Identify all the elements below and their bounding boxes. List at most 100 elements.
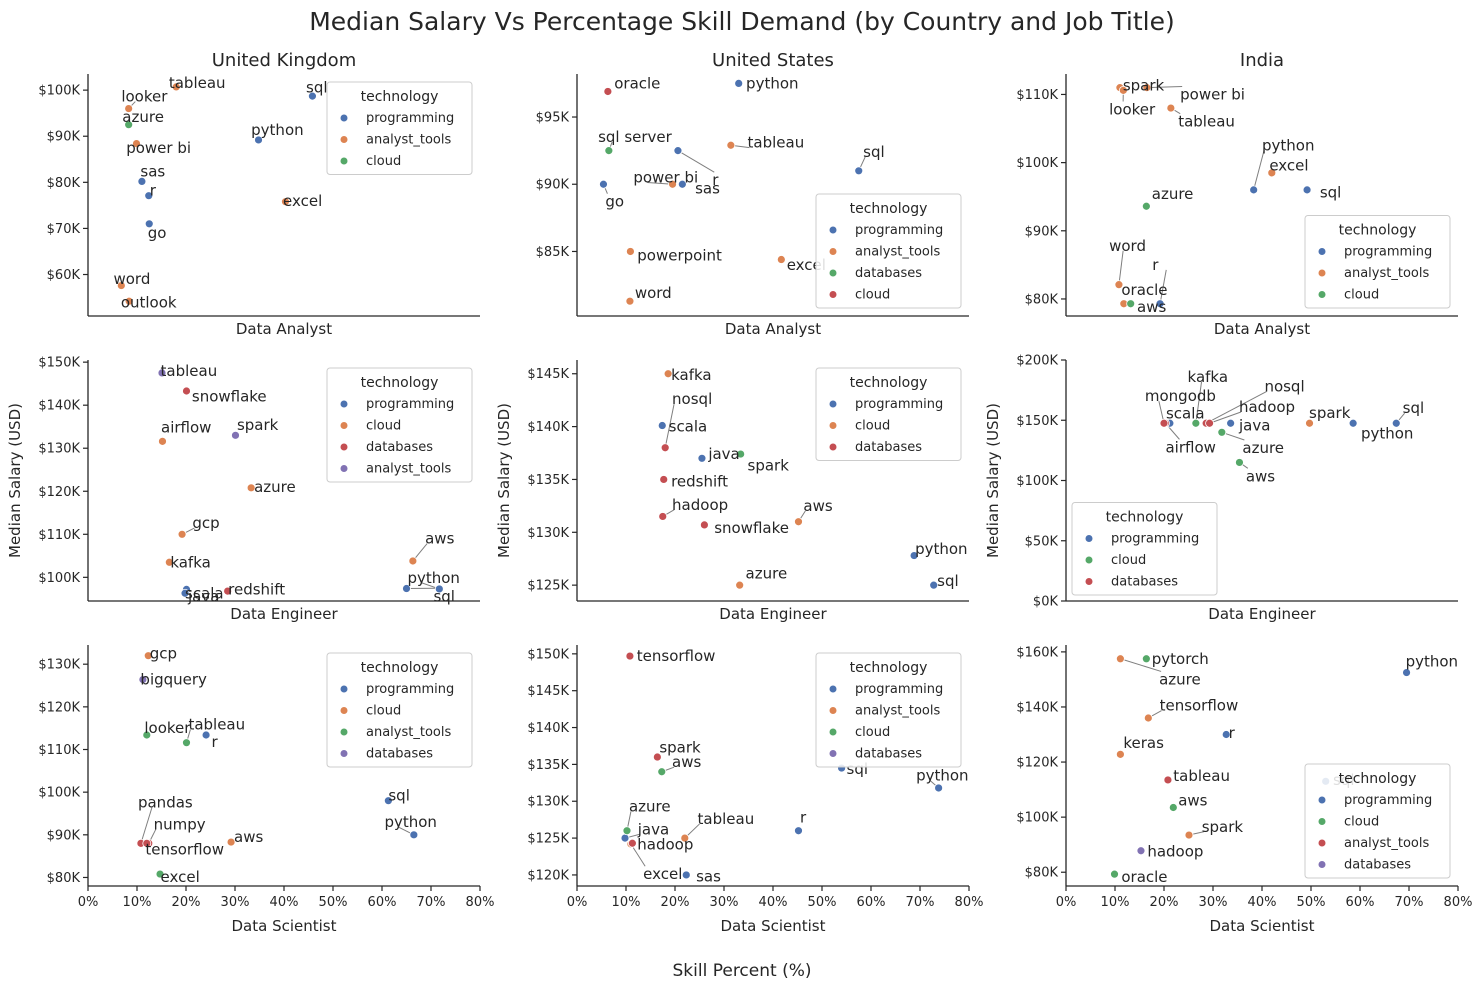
point-tensorflow <box>625 651 635 661</box>
point-label-go: go <box>605 193 624 211</box>
point-label-r: r <box>211 733 218 751</box>
legend-title: technology <box>361 89 439 105</box>
legend-label-analyst-tools: analyst_tools <box>855 704 940 719</box>
legend: technology programming analyst_toolsdataba… <box>815 193 962 309</box>
point-label-sas: sas <box>695 179 720 197</box>
point-redshift <box>223 586 233 596</box>
point-label-sas: sas <box>140 162 165 180</box>
y-tick-label: $90K <box>536 178 570 193</box>
point-label-aws: aws <box>1246 467 1275 485</box>
y-tick-label: $125K <box>527 579 569 594</box>
point-label-looker: looker <box>1109 100 1156 118</box>
legend-title: technology <box>1106 510 1184 526</box>
point-sql <box>402 584 411 593</box>
point-label-hadoop: hadoop <box>672 496 728 514</box>
point-label-spark: spark <box>1309 404 1351 422</box>
point-tableau <box>182 738 191 748</box>
point-sql <box>308 91 317 101</box>
legend-label-programming: programming <box>366 682 454 697</box>
y-tick-label: $70K <box>47 222 81 237</box>
legend-marker-analyst-tools <box>340 728 348 736</box>
legend-label-programming: programming <box>366 397 454 412</box>
x-tick-label: 30% <box>1199 895 1228 910</box>
legend-marker-cloud <box>1085 556 1093 564</box>
point-label-word: word <box>113 270 150 288</box>
legend-marker-cloud <box>829 728 837 736</box>
point-label-mongodb: mongodb <box>1145 387 1216 405</box>
point-label-looker: looker <box>121 88 168 106</box>
point-label-redshift: redshift <box>228 580 285 598</box>
point-hadoop <box>1136 846 1146 856</box>
point-label-bigquery: bigquery <box>140 671 207 689</box>
y-tick-label: $135K <box>527 473 569 488</box>
point-label-sql: sql <box>1320 184 1342 202</box>
legend-title: technology <box>850 375 928 391</box>
point-label-airflow: airflow <box>161 419 211 437</box>
x-tick-label: 70% <box>1395 895 1424 910</box>
point-label-oracle: oracle <box>614 74 660 92</box>
legend-frame <box>326 652 473 768</box>
point-python <box>734 79 744 88</box>
point-sas <box>137 177 147 186</box>
point-tableau <box>726 140 736 150</box>
subplot-x-label: Data Analyst <box>725 320 821 338</box>
subplot-grid: $60K $70K $80K $90K $100K United Kingdom Data … <box>6 50 1472 935</box>
x-tick-label: 70% <box>906 895 935 910</box>
y-tick-label: $120K <box>38 485 80 500</box>
point-kafka <box>164 557 174 567</box>
legend-label-cloud: cloud <box>366 704 401 719</box>
point-label-tableau: tableau <box>698 810 755 828</box>
x-tick-label: 70% <box>417 895 446 910</box>
data-layer: pythonsqlrjavasastableauexcelazureawsten… <box>620 647 969 885</box>
legend-marker-programming <box>1085 535 1093 542</box>
legend-frame <box>815 367 962 461</box>
point-label-aws: aws <box>425 530 454 548</box>
point-label-tableau: tableau <box>188 715 245 733</box>
legend-label-programming: programming <box>855 223 943 238</box>
y-tick-label: $140K <box>527 420 569 435</box>
point-power-bi <box>132 139 141 149</box>
point-r <box>144 191 154 201</box>
subplot-x-label: Data Analyst <box>1214 320 1310 338</box>
point-sql-server <box>604 146 614 156</box>
subplot-title: United Kingdom <box>212 50 356 71</box>
point-tableau <box>680 833 690 843</box>
point-spark <box>231 430 240 440</box>
legend-frame <box>326 367 473 483</box>
point-sql <box>929 580 939 590</box>
legend-marker-programming <box>340 114 348 122</box>
y-tick-label: $145K <box>527 684 569 699</box>
figure-title: Median Salary Vs Percentage Skill Demand… <box>309 7 1175 36</box>
legend-frame <box>815 652 962 768</box>
point-redshift <box>659 475 669 484</box>
legend-marker-cloud <box>340 707 348 714</box>
y-tick-label: $130K <box>527 526 569 541</box>
subplot-united-kingdom-data-scientist: $80K $90K $100K $110K $120K $130K 0% 10% 20% 30% 4… <box>38 645 494 935</box>
x-tick-label: 50% <box>319 895 348 910</box>
point-label-scala: scala <box>185 584 224 602</box>
point-label-azure: azure <box>746 565 788 583</box>
point-oracle <box>603 87 613 96</box>
point-label-snowflake: snowflake <box>192 388 267 406</box>
point-snowflake <box>182 386 191 396</box>
point-looker <box>124 104 134 113</box>
y-tick-label: $80K <box>1025 292 1059 307</box>
leader-line-nosql <box>664 404 675 448</box>
x-tick-label: 0% <box>567 895 588 910</box>
point-sql <box>854 166 864 176</box>
y-tick-label: $110K <box>38 743 80 758</box>
legend-marker-cloud <box>1318 818 1326 825</box>
subplot-x-label: Data Engineer <box>230 605 338 623</box>
y-tick-label: $110K <box>38 528 80 543</box>
y-tick-label: $80K <box>47 176 81 191</box>
subplot-y-label: Median Salary (USD) <box>984 403 1002 558</box>
y-tick-label: $130K <box>38 442 80 457</box>
legend-marker-programming <box>829 226 837 234</box>
legend-label-cloud: cloud <box>855 725 890 740</box>
point-word <box>116 281 126 290</box>
point-sas <box>681 870 691 880</box>
point-tensorflow <box>142 838 152 848</box>
legend-marker-analyst-tools <box>340 465 348 472</box>
legend-marker-programming <box>1318 248 1326 255</box>
x-tick-label: 50% <box>1297 895 1326 910</box>
